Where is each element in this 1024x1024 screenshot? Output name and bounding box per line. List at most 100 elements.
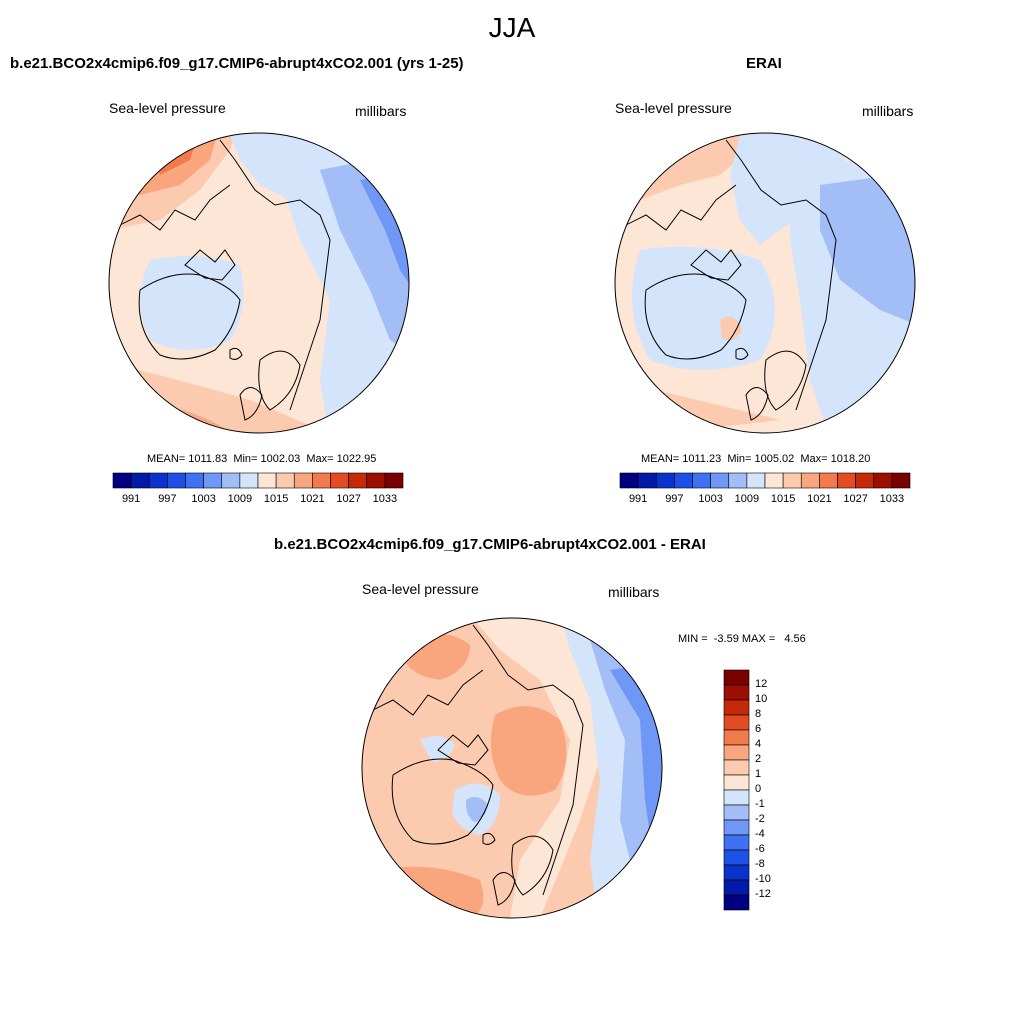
model-map-border	[108, 132, 410, 434]
model-panel-title: b.e21.BCO2x4cmip6.f09_g17.CMIP6-abrupt4x…	[10, 55, 464, 72]
colorbar-tick-label: 12	[755, 678, 768, 690]
model-colorbar	[112, 472, 404, 489]
colorbar-tick-label: 991	[121, 493, 141, 505]
colorbar-tick-label: -4	[755, 828, 765, 840]
diff-field-neutral-band	[470, 618, 620, 918]
diff-colorbar	[723, 669, 750, 911]
diff-map-border	[361, 617, 663, 919]
colorbar-box	[384, 472, 404, 489]
colorbar-box	[723, 819, 750, 836]
colorbar-box	[275, 472, 295, 489]
diff-coast-iceland	[482, 832, 496, 845]
colorbar-box	[723, 834, 750, 851]
colorbar-box	[185, 472, 204, 489]
figure-title: JJA	[488, 12, 536, 43]
colorbar-box	[130, 472, 150, 489]
colorbar-box	[619, 472, 639, 489]
colorbar-tick-label: 1015	[263, 493, 289, 505]
colorbar-box	[203, 472, 223, 489]
obs-coast-uk	[745, 387, 769, 421]
model-coastlines	[109, 139, 331, 421]
colorbar-box	[746, 472, 766, 489]
colorbar-box	[891, 472, 911, 489]
colorbar-tick-label: 1033	[372, 493, 398, 505]
colorbar-box	[710, 472, 730, 489]
model-coast-iceland	[229, 347, 243, 360]
colorbar-tick-label: 1021	[300, 493, 325, 505]
diff-panel-title: b.e21.BCO2x4cmip6.f09_g17.CMIP6-abrupt4x…	[274, 536, 706, 553]
diff-coast-uk	[492, 872, 516, 906]
diff-coast-greenland	[391, 758, 494, 845]
model-coast-archipelago	[184, 249, 236, 281]
colorbar-box	[723, 879, 750, 896]
colorbar-box	[366, 472, 386, 489]
obs-coast-greenland	[644, 273, 747, 360]
colorbar-box	[692, 472, 711, 489]
colorbar-box	[855, 472, 875, 489]
obs-units-label: millibars	[862, 103, 914, 119]
colorbar-box	[764, 472, 784, 489]
colorbar-box	[723, 744, 750, 761]
colorbar-tick-label: 8	[755, 708, 762, 720]
model-coast-scandinavia	[258, 350, 301, 411]
colorbar-tick-label: 1027	[843, 493, 868, 505]
obs-stats: MEAN= 1011.23 Min= 1005.02 Max= 1018.20	[641, 453, 871, 465]
colorbar-tick-label: 991	[628, 493, 648, 505]
colorbar-box	[837, 472, 856, 489]
obs-coast-archipelago	[690, 249, 742, 281]
model-stats: MEAN= 1011.83 Min= 1002.03 Max= 1022.95	[147, 453, 377, 465]
diff-map	[362, 618, 662, 918]
colorbar-box	[723, 669, 750, 686]
obs-coast-scandinavia	[764, 350, 807, 411]
model-variable-label: Sea-level pressure	[109, 100, 226, 116]
obs-map-border	[614, 132, 916, 434]
diff-coast-archipelago	[437, 734, 489, 766]
obs-colorbar	[619, 472, 911, 489]
colorbar-tick-label: 1027	[336, 493, 361, 505]
colorbar-tick-label: 1009	[227, 493, 253, 505]
colorbar-box	[723, 759, 750, 776]
model-field-greenland-low	[140, 256, 244, 350]
colorbar-box	[723, 774, 750, 791]
colorbar-box	[239, 472, 259, 489]
model-coast-eurasia	[219, 139, 331, 411]
colorbar-box	[312, 472, 331, 489]
diff-coast-scandinavia	[511, 835, 554, 896]
colorbar-box	[221, 472, 241, 489]
colorbar-tick-label: 6	[755, 723, 762, 735]
colorbar-box	[112, 472, 132, 489]
colorbar-tick-label: -8	[755, 858, 765, 870]
diff-units-label: millibars	[608, 584, 660, 600]
model-coast-north-america	[109, 184, 231, 231]
diff-coast-north-america	[362, 669, 484, 716]
colorbar-tick-label: -6	[755, 843, 765, 855]
colorbar-tick-label: 1009	[734, 493, 760, 505]
colorbar-tick-label: -12	[755, 888, 771, 900]
colorbar-box	[723, 729, 750, 746]
colorbar-tick-label: 1003	[191, 493, 216, 505]
colorbar-box	[728, 472, 748, 489]
colorbar-tick-label: 1015	[770, 493, 796, 505]
colorbar-tick-label: 1003	[698, 493, 723, 505]
model-units-label: millibars	[355, 103, 407, 119]
diff-coastlines	[362, 624, 584, 906]
colorbar-box	[348, 472, 368, 489]
colorbar-tick-label: 1	[755, 768, 762, 780]
colorbar-box	[655, 472, 675, 489]
obs-field-arctic-low	[632, 246, 775, 370]
colorbar-box	[819, 472, 838, 489]
model-coast-uk	[239, 387, 263, 421]
diff-field-low-east-core	[610, 660, 662, 900]
colorbar-box	[723, 804, 750, 821]
colorbar-tick-label: 1021	[807, 493, 832, 505]
colorbar-box	[723, 894, 750, 911]
colorbar-box	[723, 864, 750, 881]
colorbar-box	[257, 472, 277, 489]
colorbar-box	[723, 684, 750, 701]
colorbar-tick-label: 997	[665, 493, 684, 505]
colorbar-box	[873, 472, 893, 489]
colorbar-tick-label: -1	[755, 798, 765, 810]
model-coast-greenland	[138, 273, 241, 360]
colorbar-tick-label: 4	[755, 738, 762, 750]
obs-coast-eurasia	[725, 139, 837, 411]
